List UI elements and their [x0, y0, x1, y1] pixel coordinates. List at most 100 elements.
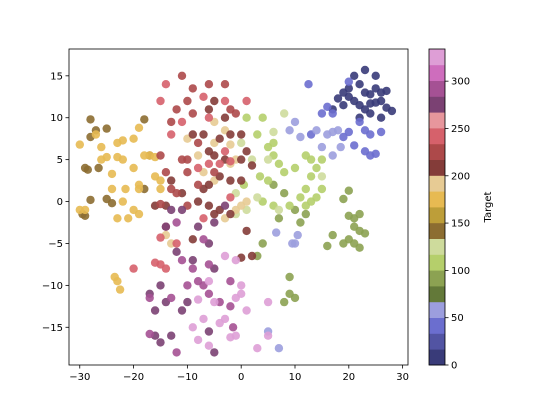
data-point — [161, 222, 171, 231]
data-point — [237, 281, 246, 290]
colorbar-tick-label: 150 — [451, 219, 470, 230]
data-point — [247, 161, 257, 170]
data-point — [199, 235, 208, 244]
data-point — [161, 168, 171, 177]
data-point — [199, 130, 208, 139]
data-point — [339, 239, 348, 248]
data-point — [242, 197, 251, 206]
data-point — [285, 201, 294, 210]
data-point — [226, 130, 235, 139]
data-point — [355, 243, 364, 252]
data-point — [285, 126, 294, 135]
data-point — [285, 289, 294, 298]
data-point — [172, 189, 181, 198]
colorbar-tick-label: 0 — [451, 361, 457, 372]
data-point — [317, 142, 327, 152]
data-point — [301, 151, 310, 160]
data-point — [167, 293, 176, 303]
data-point — [183, 96, 192, 106]
data-point — [255, 172, 265, 181]
data-point — [129, 205, 138, 215]
data-point — [188, 256, 197, 265]
data-point — [366, 90, 375, 99]
data-point — [220, 80, 230, 89]
data-point — [242, 226, 251, 236]
data-point — [263, 297, 273, 307]
data-point — [237, 130, 246, 139]
data-point — [247, 155, 257, 164]
data-point — [328, 230, 337, 240]
data-point — [301, 184, 310, 194]
data-point — [333, 94, 343, 103]
data-point — [220, 251, 230, 261]
data-point — [188, 84, 197, 93]
data-point — [301, 201, 310, 210]
x-tick-label: 10 — [289, 372, 302, 383]
colorbar-swatch — [429, 159, 445, 176]
data-point — [167, 130, 176, 139]
data-point — [210, 348, 219, 357]
data-point — [177, 71, 187, 81]
data-point — [323, 130, 332, 139]
data-point — [193, 222, 203, 231]
data-point — [150, 306, 160, 315]
data-point — [199, 92, 208, 102]
data-point — [339, 194, 348, 204]
data-point — [94, 163, 103, 173]
data-point — [312, 193, 321, 202]
y-tick-label: 0 — [57, 197, 63, 208]
data-point — [215, 159, 224, 168]
data-point — [177, 117, 187, 127]
data-point — [204, 113, 214, 122]
data-point — [167, 176, 176, 185]
data-point — [237, 176, 246, 185]
data-point — [193, 295, 203, 304]
colorbar-swatch — [429, 349, 445, 366]
data-point — [350, 141, 359, 150]
data-point — [269, 138, 278, 148]
data-point — [134, 123, 144, 132]
data-point — [242, 147, 251, 156]
colorbar-tick-label: 250 — [451, 124, 470, 135]
data-point — [231, 109, 240, 118]
data-point — [204, 201, 214, 210]
data-point — [204, 341, 214, 350]
data-point — [301, 209, 310, 219]
data-point — [366, 130, 375, 139]
data-point — [210, 168, 219, 177]
data-point — [86, 115, 95, 124]
data-point — [296, 132, 305, 142]
data-point — [177, 205, 187, 215]
colorbar-swatch — [429, 238, 445, 255]
data-point — [118, 155, 128, 164]
data-point — [317, 172, 327, 181]
data-point — [344, 127, 353, 137]
data-point — [247, 251, 257, 261]
data-point — [220, 96, 230, 106]
data-point — [118, 136, 128, 145]
data-point — [210, 96, 219, 106]
colorbar-swatch — [429, 112, 445, 129]
colorbar-swatch — [429, 96, 445, 113]
data-point — [204, 327, 214, 336]
x-axis: −30 −20 −10 0 10 20 30 — [69, 365, 409, 383]
data-point — [156, 199, 165, 209]
data-point — [113, 214, 122, 223]
data-point — [124, 214, 133, 223]
data-point — [113, 277, 122, 286]
data-point — [269, 127, 278, 137]
data-point — [258, 113, 267, 122]
data-point — [376, 127, 386, 137]
data-point — [366, 109, 375, 118]
data-point — [91, 130, 101, 139]
data-point — [253, 130, 262, 139]
data-point — [210, 218, 219, 227]
data-point — [274, 159, 284, 168]
data-point — [280, 189, 289, 198]
data-point — [188, 109, 197, 118]
colorbar-swatch — [429, 254, 445, 271]
colorbar-swatch — [429, 80, 445, 97]
data-point — [183, 297, 192, 307]
data-point — [188, 130, 197, 139]
